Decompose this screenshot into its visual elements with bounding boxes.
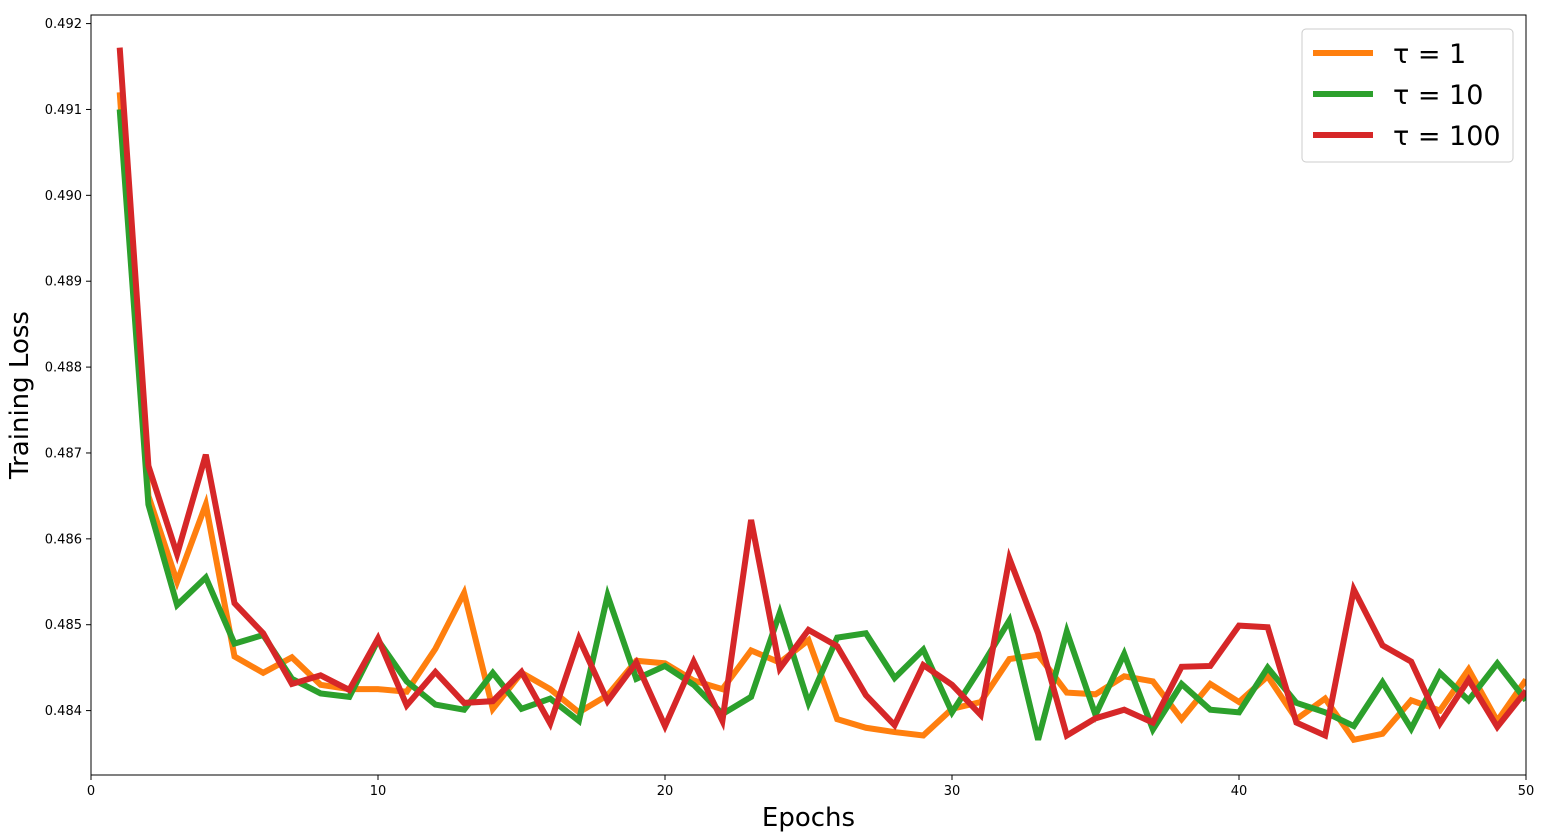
legend-label-3: τ = 100 [1393, 121, 1501, 152]
x-axis-title: Epochs [762, 803, 855, 833]
y-tick-label: 0.492 [45, 17, 82, 32]
legend-box [1301, 28, 1514, 163]
legend-label-2: τ = 10 [1393, 80, 1483, 111]
x-axis-ticks: 0 10 20 30 40 50 [87, 775, 1534, 799]
legend: τ = 1 τ = 10 τ = 100 [1301, 28, 1514, 163]
x-tick-label: 0 [87, 784, 95, 799]
y-axis-ticks: 0.484 0.485 0.486 0.487 0.488 0.489 0.490 0.491… [45, 17, 91, 719]
y-tick-label: 0.488 [45, 361, 82, 376]
series-line-3 [116, 47, 1526, 741]
y-tick-label: 0.486 [45, 532, 82, 547]
y-tick-label: 0.490 [45, 189, 82, 204]
y-tick-label: 0.491 [45, 103, 82, 118]
y-axis-title: Training Loss [5, 311, 35, 480]
x-tick-label: 20 [657, 784, 674, 799]
axes-frame [90, 14, 1527, 776]
series-line-1 [116, 92, 1526, 744]
legend-label-1: τ = 1 [1393, 39, 1466, 70]
x-tick-label: 10 [370, 784, 387, 799]
series-line-2 [116, 109, 1526, 741]
plot-lines [116, 47, 1526, 744]
y-tick-label: 0.484 [45, 704, 82, 719]
y-tick-label: 0.489 [45, 275, 82, 290]
x-tick-label: 40 [1231, 784, 1248, 799]
x-tick-label: 30 [944, 784, 961, 799]
x-tick-label: 50 [1518, 784, 1535, 799]
y-tick-label: 0.487 [45, 446, 82, 461]
y-tick-label: 0.485 [45, 618, 82, 633]
